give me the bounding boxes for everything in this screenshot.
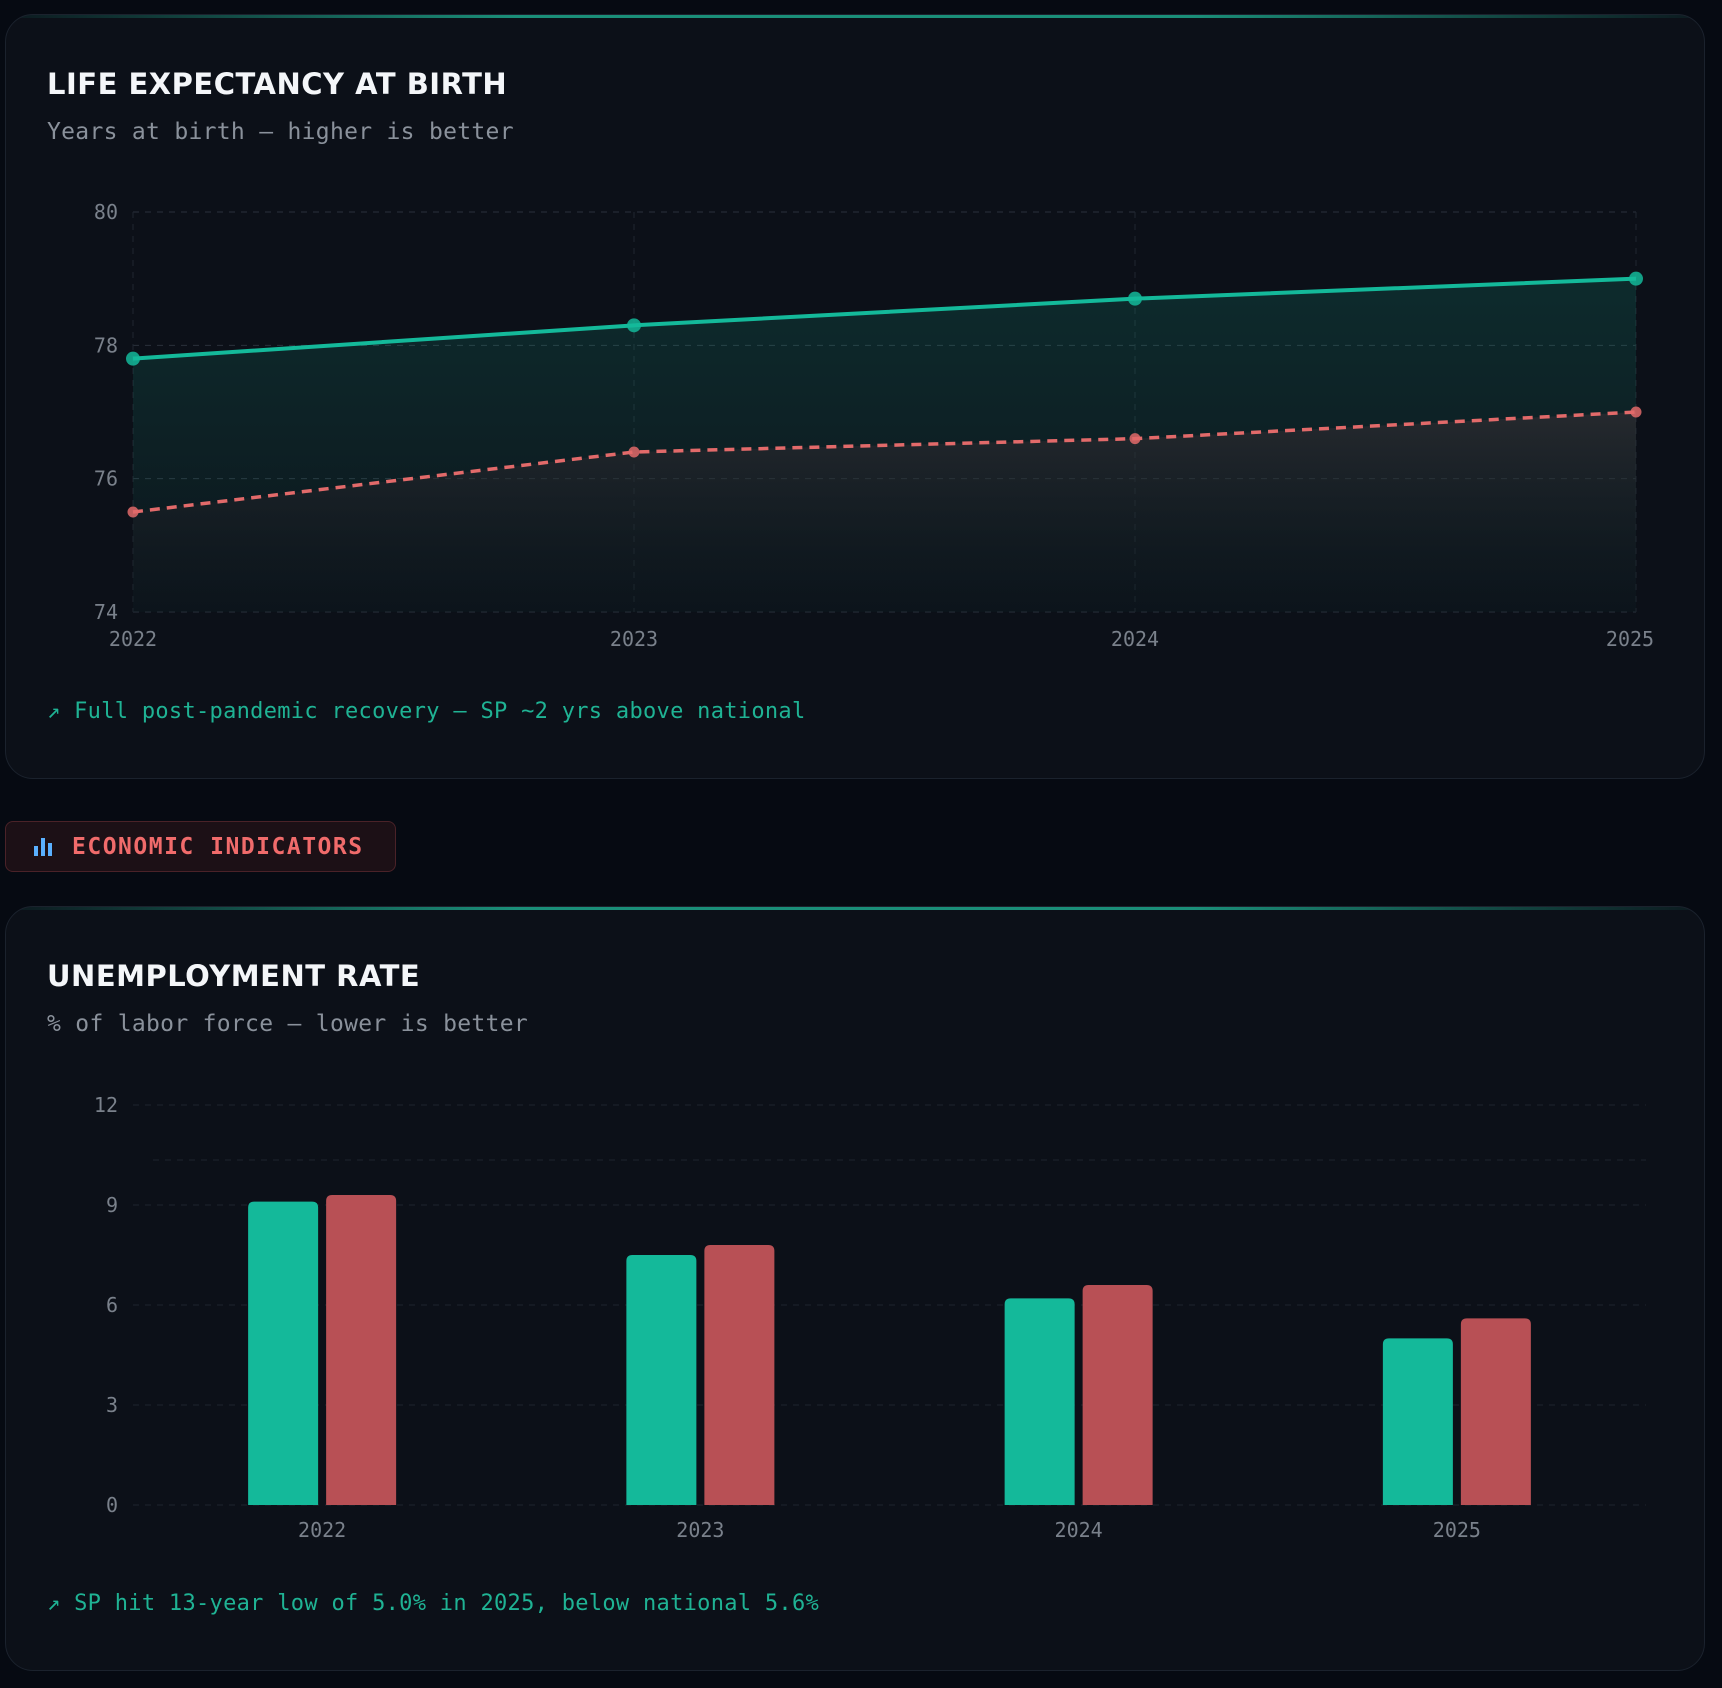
data-point-national xyxy=(127,506,139,518)
bar-national-2022 xyxy=(326,1195,397,1505)
x-tick-label: 2024 xyxy=(1055,1518,1103,1542)
card-accent-line xyxy=(6,907,1704,910)
bar-national-2025 xyxy=(1460,1318,1531,1505)
data-point-sp xyxy=(1629,271,1643,286)
data-point-sp xyxy=(1128,291,1142,306)
y-tick-label: 78 xyxy=(94,333,118,357)
x-tick-label: 2024 xyxy=(1111,627,1159,651)
life-expectancy-chart: 74 76 78 80 2022 2023 2024 2025 xyxy=(94,200,1654,651)
x-tick-label: 2023 xyxy=(610,627,658,651)
unemployment-card: UNEMPLOYMENT RATE % of labor force — low… xyxy=(5,906,1705,1671)
y-tick-label: 3 xyxy=(106,1393,118,1417)
unemployment-note: ↗ SP hit 13-year low of 5.0% in 2025, be… xyxy=(47,1591,820,1616)
x-tick-label: 2023 xyxy=(676,1518,724,1542)
x-tick-label: 2025 xyxy=(1606,627,1654,651)
data-point-sp xyxy=(627,318,641,333)
section-badge-economic: ECONOMIC INDICATORS xyxy=(5,821,396,872)
y-tick-label: 74 xyxy=(94,600,118,624)
life-expectancy-card: LIFE EXPECTANCY AT BIRTH Years at birth … xyxy=(5,14,1705,779)
bar-national-2023 xyxy=(704,1245,775,1505)
card-accent-line xyxy=(6,15,1704,18)
bar-national-2024 xyxy=(1082,1285,1153,1505)
data-point-sp xyxy=(126,351,140,366)
bar-chart-icon xyxy=(34,836,54,858)
y-tick-label: 80 xyxy=(94,200,118,224)
data-point-national xyxy=(1129,433,1141,445)
series-area-national xyxy=(133,412,1636,612)
life-expectancy-subtitle: Years at birth — higher is better xyxy=(47,119,514,145)
x-tick-label: 2022 xyxy=(109,627,157,651)
unemployment-title: UNEMPLOYMENT RATE xyxy=(47,959,421,993)
y-tick-label: 9 xyxy=(106,1193,118,1217)
life-expectancy-title: LIFE EXPECTANCY AT BIRTH xyxy=(47,67,508,101)
series-line-national xyxy=(132,410,1637,514)
life-expectancy-note: ↗ Full post-pandemic recovery — SP ~2 yr… xyxy=(47,699,806,724)
data-point-national xyxy=(628,446,640,458)
x-tick-label: 2022 xyxy=(298,1518,346,1542)
y-tick-label: 76 xyxy=(94,467,118,491)
section-badge-label: ECONOMIC INDICATORS xyxy=(72,833,364,860)
unemployment-subtitle: % of labor force — lower is better xyxy=(47,1011,529,1037)
bar-sp-2025 xyxy=(1382,1338,1453,1505)
bar-sp-2022 xyxy=(248,1201,319,1505)
series-line-sp xyxy=(132,276,1637,361)
y-tick-label: 6 xyxy=(106,1293,118,1317)
y-tick-label: 12 xyxy=(94,1093,118,1117)
x-tick-label: 2025 xyxy=(1433,1518,1481,1542)
y-tick-label: 0 xyxy=(106,1493,118,1517)
bar-sp-2024 xyxy=(1004,1298,1075,1505)
unemployment-chart: 0 3 6 9 12 2022 2023 2024 2025 xyxy=(94,1093,1646,1542)
data-point-national xyxy=(1630,406,1642,418)
bar-sp-2023 xyxy=(626,1255,697,1505)
